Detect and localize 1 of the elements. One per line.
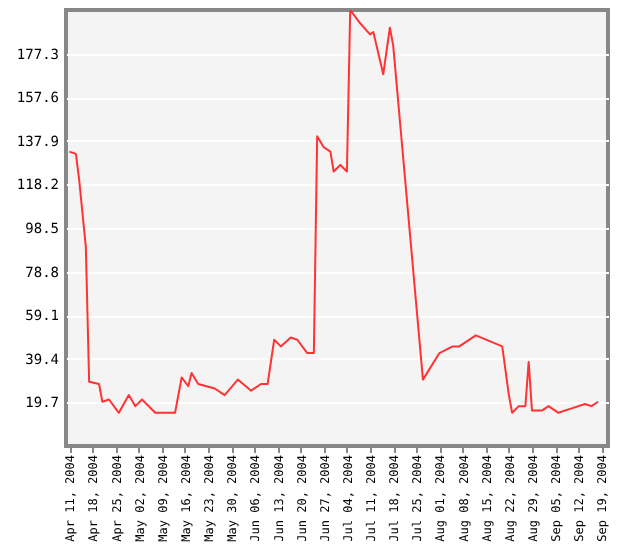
line-series: [68, 10, 600, 414]
